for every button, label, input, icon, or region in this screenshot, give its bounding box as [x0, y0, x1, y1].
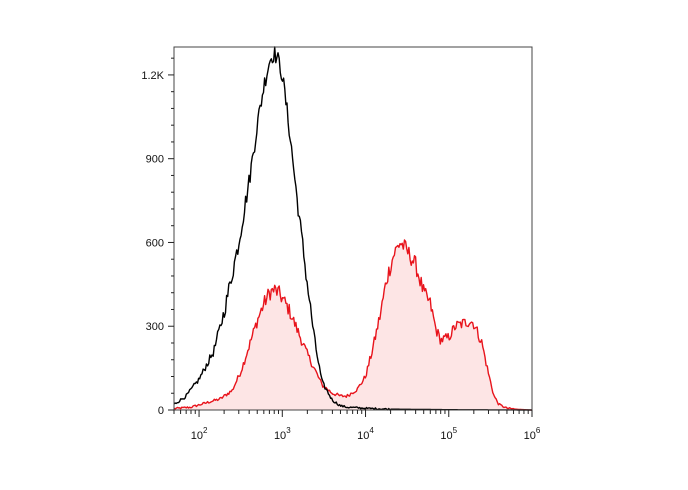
- series-1-line: [173, 239, 532, 411]
- x-tick-label: 102: [191, 426, 208, 442]
- y-axis: 0 300 600 900 1.2K: [141, 57, 174, 417]
- x-axis: 102 103 104 105 106: [173, 410, 541, 442]
- y-tick-label: 0: [158, 405, 164, 417]
- x-tick-label: 104: [357, 426, 374, 442]
- y-tick-label: 300: [146, 321, 164, 333]
- y-tick-label: 600: [146, 237, 164, 249]
- y-tick-label: 1.2K: [141, 70, 164, 82]
- x-tick-label: 105: [440, 426, 457, 442]
- series-1-fill: [174, 240, 532, 410]
- x-tick-label: 103: [274, 426, 291, 442]
- y-tick-label: 900: [146, 154, 164, 166]
- series-layer: [173, 46, 532, 411]
- x-tick-label: 106: [524, 426, 541, 442]
